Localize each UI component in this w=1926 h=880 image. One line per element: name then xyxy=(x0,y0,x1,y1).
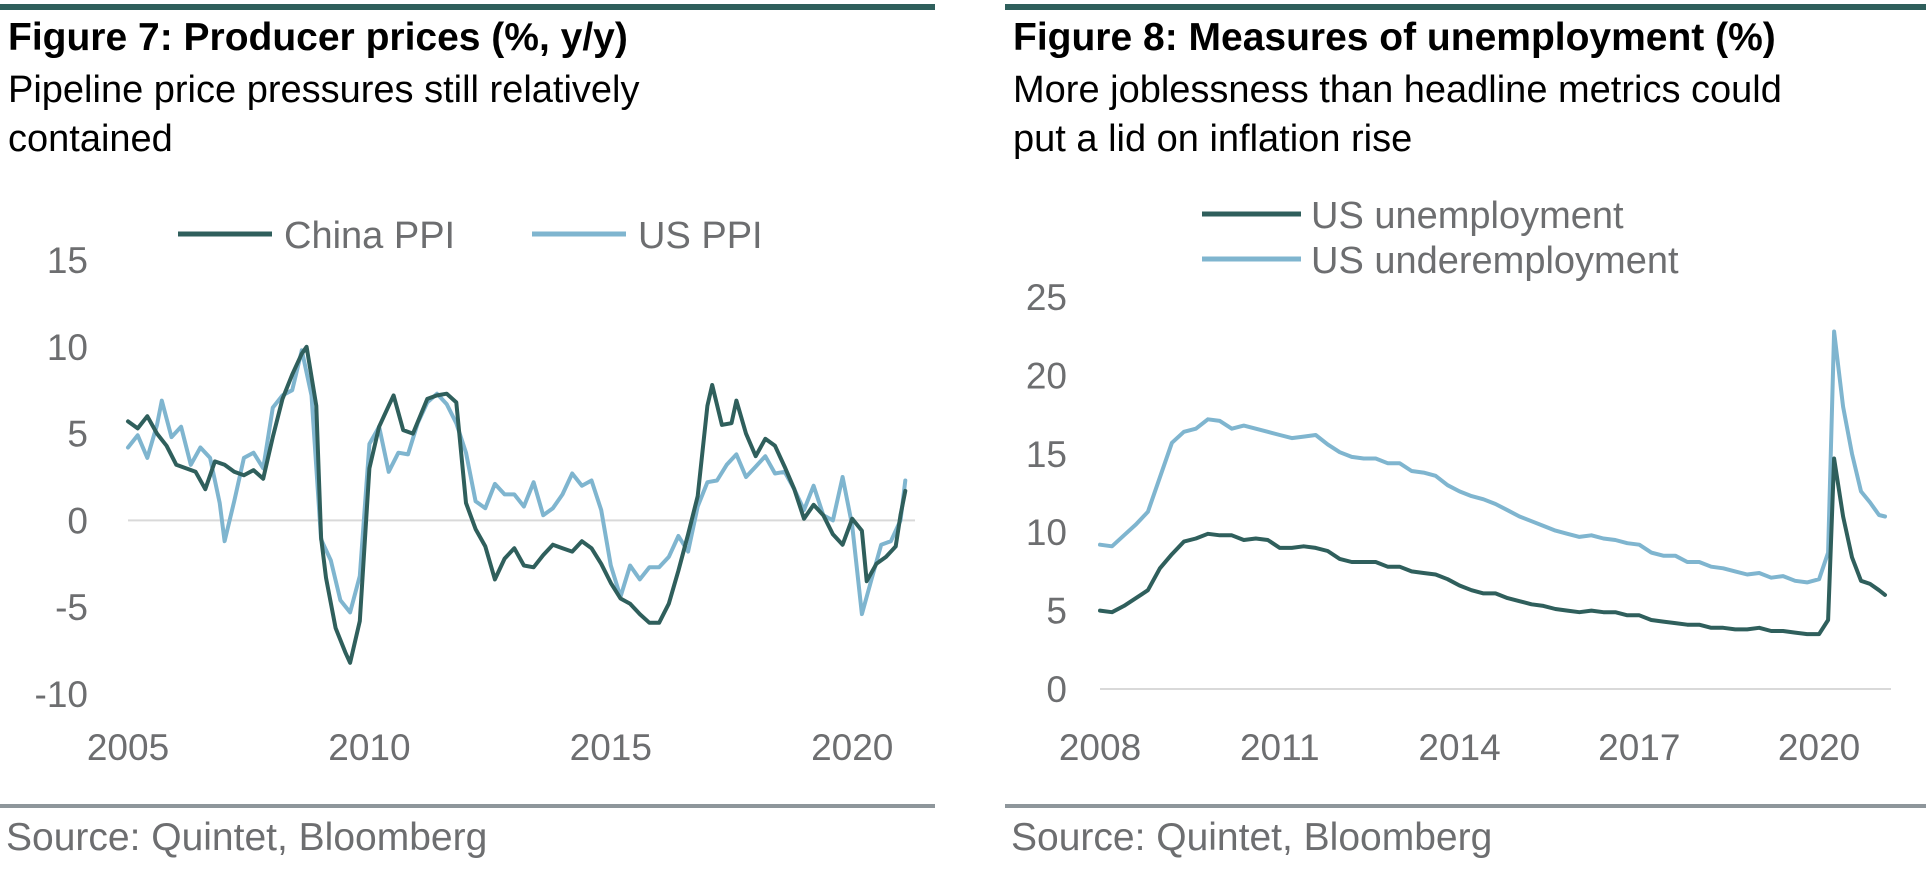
bottom-rule xyxy=(0,804,935,808)
source-note: Source: Quintet, Bloomberg xyxy=(6,816,488,859)
x-tick-label: 2005 xyxy=(87,727,169,768)
bottom-rule xyxy=(1005,804,1926,808)
subtitle-line: contained xyxy=(8,118,173,160)
y-tick-label: 5 xyxy=(67,414,88,455)
y-tick-label: 15 xyxy=(47,240,88,281)
x-tick-label: 2020 xyxy=(1778,727,1860,768)
series-line-us-ppi xyxy=(126,348,908,617)
x-tick-label: 2015 xyxy=(570,727,652,768)
x-tick-label: 2010 xyxy=(328,727,410,768)
legend-label: US unemployment xyxy=(1311,195,1624,237)
top-rule xyxy=(1005,4,1926,10)
x-tick-label: 2017 xyxy=(1598,727,1680,768)
legend-label: China PPI xyxy=(284,215,455,257)
figure-8-panel: Figure 8: Measures of unemployment (%) M… xyxy=(1005,0,1926,880)
subtitle-line: put a lid on inflation rise xyxy=(1013,118,1413,160)
figure-title: Figure 8: Measures of unemployment (%) xyxy=(1013,16,1776,59)
producer-prices-chart: 15 10 5 0 -5 -10 2005 2010 2015 2020 China PPI US P… xyxy=(35,215,915,768)
y-tick-label: 15 xyxy=(1026,434,1067,475)
y-tick-label: -5 xyxy=(55,587,88,628)
y-tick-label: 20 xyxy=(1026,355,1067,396)
unemployment-chart: 25 20 15 10 5 0 2008 2011 2014 2017 2020 US unemplo… xyxy=(1026,195,1891,768)
x-tick-label: 2014 xyxy=(1418,727,1500,768)
y-tick-label: 25 xyxy=(1026,277,1067,318)
subtitle-line: Pipeline price pressures still relativel… xyxy=(8,69,640,111)
legend-label: US PPI xyxy=(638,215,763,257)
y-tick-label: -10 xyxy=(35,674,88,715)
series-line-us-underemployment xyxy=(1098,329,1887,585)
y-tick-label: 0 xyxy=(67,500,88,541)
top-rule xyxy=(0,4,935,10)
source-note: Source: Quintet, Bloomberg xyxy=(1011,816,1493,859)
subtitle-line: More joblessness than headline metrics c… xyxy=(1013,69,1782,111)
legend-label: US underemployment xyxy=(1311,240,1679,282)
y-tick-label: 10 xyxy=(47,327,88,368)
x-tick-label: 2011 xyxy=(1240,727,1320,768)
figure-title: Figure 7: Producer prices (%, y/y) xyxy=(8,16,628,59)
figure-subtitle: Pipeline price pressures still relativel… xyxy=(8,66,639,164)
y-tick-label: 5 xyxy=(1046,591,1067,632)
figure-subtitle: More joblessness than headline metrics c… xyxy=(1013,66,1782,164)
x-tick-label: 2020 xyxy=(811,727,893,768)
y-tick-label: 0 xyxy=(1046,669,1067,710)
series-line-china-ppi xyxy=(126,344,908,665)
y-tick-label: 10 xyxy=(1026,512,1067,553)
series-line-us-unemployment xyxy=(1098,456,1887,637)
x-tick-label: 2008 xyxy=(1059,727,1141,768)
figure-7-panel: Figure 7: Producer prices (%, y/y) Pipel… xyxy=(0,0,935,880)
